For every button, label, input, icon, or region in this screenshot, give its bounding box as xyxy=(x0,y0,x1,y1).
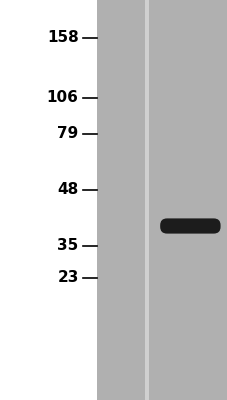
Text: 23: 23 xyxy=(57,270,78,286)
Text: 35: 35 xyxy=(57,238,78,254)
Bar xyxy=(144,0,149,400)
Bar xyxy=(96,0,144,400)
Text: 106: 106 xyxy=(47,90,78,106)
FancyBboxPatch shape xyxy=(159,218,220,234)
Text: 79: 79 xyxy=(57,126,78,142)
Text: 48: 48 xyxy=(57,182,78,198)
Bar xyxy=(149,0,226,400)
Text: 158: 158 xyxy=(47,30,78,46)
